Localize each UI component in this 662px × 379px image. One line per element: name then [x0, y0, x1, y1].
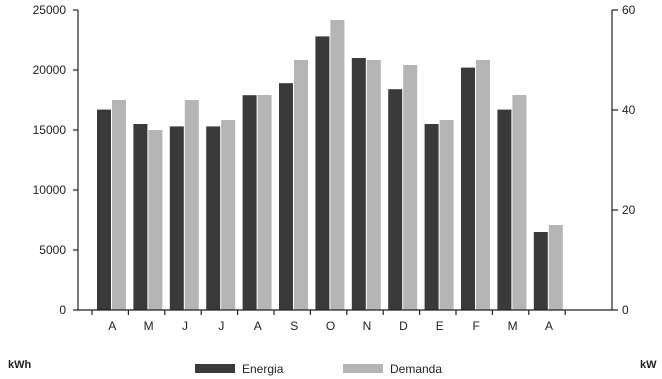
bar-energia — [133, 124, 148, 310]
bar-energia — [206, 126, 221, 311]
legend-swatch-energia — [195, 364, 235, 373]
bar-energia — [461, 67, 475, 310]
bar-demanda — [548, 225, 563, 310]
bar-energia — [315, 36, 330, 311]
right-axis-unit-label: kW — [640, 359, 657, 371]
left-tick-label: 15000 — [33, 123, 67, 137]
x-tick-label: D — [399, 319, 408, 333]
bar-energia — [242, 95, 257, 310]
x-tick-label: N — [363, 319, 372, 333]
bar-energia — [279, 83, 293, 310]
left-y-axis: 0 5000 10000 15000 20000 25000 — [33, 3, 79, 317]
legend-label-demanda: Demanda — [390, 362, 442, 376]
bar-demanda — [439, 120, 454, 310]
bar-energia — [388, 89, 403, 310]
left-tick-label: 0 — [59, 303, 66, 317]
bar-demanda — [221, 120, 236, 310]
bar-series — [97, 20, 563, 311]
bar-demanda — [476, 60, 490, 310]
left-axis-unit-label: kWh — [8, 359, 32, 371]
legend: Energia Demanda — [195, 362, 442, 376]
x-tick-label: A — [545, 319, 553, 333]
left-tick-label: 25000 — [33, 3, 67, 17]
bar-energia — [497, 109, 512, 310]
bar-demanda — [257, 95, 272, 310]
x-tick-label: M — [144, 319, 154, 333]
bar-energia — [424, 124, 439, 310]
legend-label-energia: Energia — [242, 362, 284, 376]
right-tick-label: 0 — [622, 303, 629, 317]
x-tick-label: E — [436, 319, 444, 333]
x-tick-label: F — [473, 319, 480, 333]
bar-demanda — [403, 65, 418, 310]
right-tick-label: 20 — [622, 203, 636, 217]
bar-demanda — [294, 60, 308, 310]
x-tick-label: A — [108, 319, 116, 333]
bar-energia — [169, 126, 184, 311]
bar-demanda — [184, 100, 199, 310]
bar-demanda — [366, 60, 381, 310]
right-y-axis: 0 20 40 60 — [611, 3, 636, 317]
bar-demanda — [512, 95, 527, 310]
right-tick-label: 40 — [622, 103, 636, 117]
bar-demanda — [330, 20, 345, 310]
x-tick-label: J — [218, 319, 224, 333]
left-tick-label: 5000 — [39, 243, 66, 257]
bar-energia — [533, 232, 548, 310]
x-tick-label: M — [508, 319, 518, 333]
x-tick-label: J — [182, 319, 188, 333]
legend-swatch-demanda — [343, 364, 383, 373]
x-tick-label: S — [290, 319, 298, 333]
bar-demanda — [112, 100, 126, 310]
left-tick-label: 10000 — [33, 183, 67, 197]
bar-energia — [351, 58, 366, 310]
bar-energia — [97, 109, 111, 310]
x-tick-label: A — [254, 319, 262, 333]
x-tick-label: O — [326, 319, 335, 333]
bar-demanda — [148, 130, 163, 310]
left-tick-label: 20000 — [33, 63, 67, 77]
right-tick-label: 60 — [622, 3, 636, 17]
